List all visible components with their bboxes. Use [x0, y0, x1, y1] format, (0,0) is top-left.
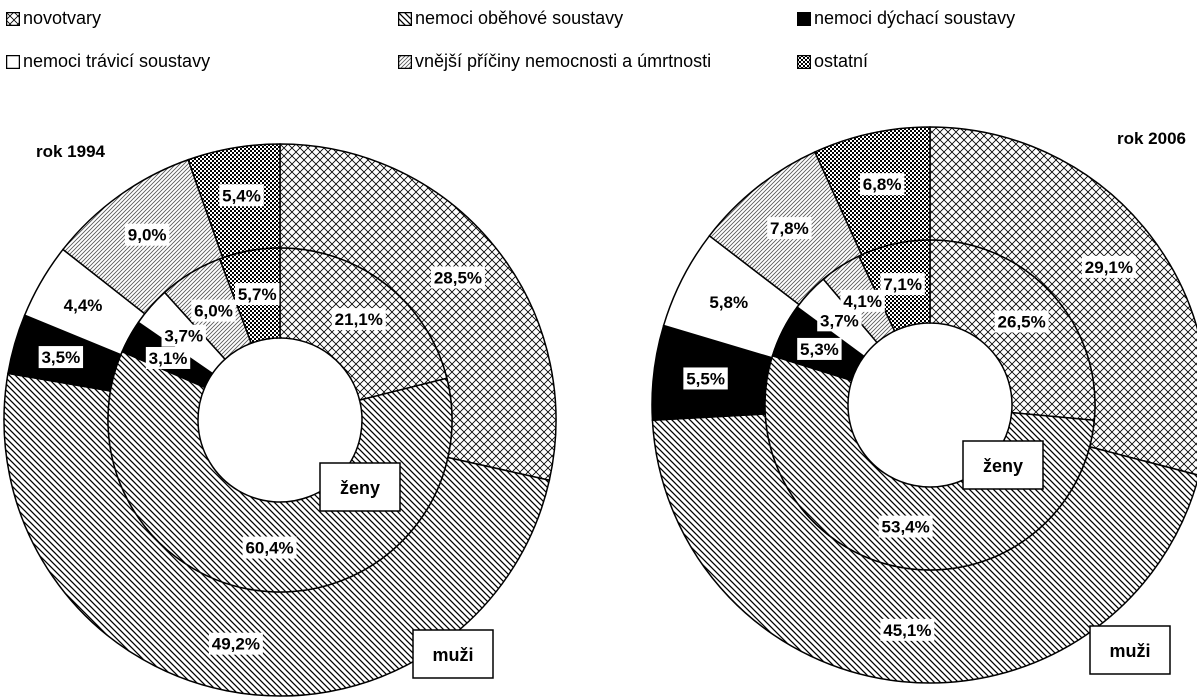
ring-label-box-zeny-2006 [962, 440, 1044, 490]
data-label-inner-dychaci: 3,1% [149, 349, 188, 368]
data-label-outer-novotvary: 28,5% [434, 268, 482, 287]
legend-label: nemoci oběhové soustavy [415, 8, 624, 28]
data-label-bg-inner-novotvary [994, 310, 1049, 333]
data-label-outer-vnejsi: 9,0% [128, 226, 167, 245]
chart-1994: 28,5% 49,2% 3,5% 4,4% 9,0% 5,4% 21,1% 60,4% 3,1%… [3, 143, 557, 697]
data-label-bg-outer-dychaci [38, 346, 84, 369]
data-label-outer-dychaci: 5,5% [686, 369, 725, 388]
legend-label: ostatní [814, 51, 869, 71]
data-label-outer-travici: 4,4% [64, 296, 103, 315]
data-label-bg-inner-dychaci [797, 337, 842, 360]
data-label-inner-vnejsi: 6,0% [194, 302, 233, 321]
data-label-inner-novotvary: 26,5% [998, 312, 1046, 331]
data-label-bg-outer-vnejsi [124, 223, 170, 246]
data-label-outer-obehove: 49,2% [212, 635, 260, 654]
data-label-bg-outer-ostatni [859, 173, 905, 196]
data-label-inner-travici: 3,7% [164, 327, 203, 346]
data-label-bg-outer-dychaci [683, 367, 728, 390]
swatch-obehove-icon [398, 11, 412, 26]
data-label-bg-inner-travici [161, 324, 206, 347]
swatch-travici-icon [6, 54, 20, 69]
data-label-outer-obehove: 45,1% [883, 621, 931, 640]
data-label-bg-outer-travici [706, 291, 751, 314]
ring-label-zeny-1994: ženy [340, 478, 380, 498]
data-label-inner-ostatni: 7,1% [883, 275, 922, 294]
legend-item-vnejsi: vnější příčiny nemocnosti a úmrtnosti [398, 51, 711, 72]
data-label-outer-dychaci: 3,5% [41, 348, 80, 367]
legend-item-ostatni: ostatní [797, 51, 868, 72]
data-label-outer-ostatni: 6,8% [863, 175, 902, 194]
data-label-bg-outer-ostatni [219, 184, 264, 207]
swatch-dychaci-icon [797, 11, 811, 26]
swatch-ostatni-icon [797, 54, 811, 69]
chart-title-2006: rok 2006 [1117, 129, 1186, 148]
data-label-inner-ostatni: 5,7% [238, 285, 277, 304]
slice-inner-obehove [107, 350, 453, 593]
swatch-vnejsi-icon [398, 54, 412, 69]
data-label-inner-dychaci: 5,3% [800, 340, 839, 359]
ring-label-zeny-2006: ženy [983, 456, 1023, 476]
data-label-inner-obehove: 53,4% [882, 518, 930, 537]
data-label-outer-ostatni: 5,4% [222, 186, 261, 205]
ring-label-box-zeny-1994 [319, 462, 401, 512]
ring-label-box-muzi-1994 [412, 629, 494, 679]
data-label-inner-travici: 3,7% [820, 311, 859, 330]
legend-item-obehove: nemoci oběhové soustavy [398, 8, 623, 29]
data-label-inner-vnejsi: 4,1% [843, 292, 882, 311]
legend-label: nemoci trávicí soustavy [23, 51, 211, 71]
data-label-bg-outer-travici [60, 294, 106, 317]
data-label-inner-obehove: 60,4% [245, 539, 293, 558]
legend-item-travici: nemoci trávicí soustavy [6, 51, 210, 72]
ring-label-muzi-1994: muži [432, 645, 473, 665]
legend-item-novotvary: novotvary [6, 8, 101, 29]
data-label-bg-inner-vnejsi [191, 299, 236, 322]
data-label-bg-outer-obehove [208, 632, 263, 655]
data-label-bg-inner-vnejsi [840, 289, 885, 312]
data-label-outer-vnejsi: 7,8% [770, 219, 809, 238]
data-label-bg-inner-obehove [242, 536, 297, 559]
legend-label: nemoci dýchací soustavy [814, 8, 1016, 28]
data-label-bg-inner-dychaci [145, 346, 191, 369]
legend-label: novotvary [23, 8, 102, 28]
data-label-bg-outer-novotvary [430, 266, 485, 289]
data-label-outer-travici: 5,8% [709, 293, 748, 312]
legend: novotvary nemoci oběhové soustavy nemoci… [0, 0, 1197, 80]
ring-label-muzi-2006: muži [1109, 641, 1150, 661]
data-label-bg-outer-obehove [880, 618, 935, 641]
legend-label: vnější příčiny nemocnosti a úmrtnosti [415, 51, 712, 71]
data-label-outer-novotvary: 29,1% [1085, 258, 1133, 277]
data-label-bg-inner-ostatni [880, 273, 925, 296]
chart-title-1994: rok 1994 [36, 142, 106, 161]
legend-item-dychaci: nemoci dýchací soustavy [797, 8, 1015, 29]
swatch-novotvary-icon [6, 11, 20, 26]
chart-2006: 29,1% 45,1% 5,5% 5,8% 7,8% 6,8% 26,5% 53,4% 5,3%… [651, 126, 1197, 684]
data-label-bg-inner-obehove [878, 515, 933, 538]
slice-inner-obehove [764, 354, 1096, 571]
data-label-inner-novotvary: 21,1% [335, 310, 383, 329]
data-label-bg-outer-novotvary [1081, 255, 1136, 278]
data-label-bg-inner-travici [817, 309, 862, 332]
data-label-bg-outer-vnejsi [767, 217, 812, 240]
ring-label-box-muzi-2006 [1089, 625, 1171, 675]
data-label-bg-inner-ostatni [235, 283, 280, 306]
data-label-bg-inner-novotvary [331, 308, 386, 331]
